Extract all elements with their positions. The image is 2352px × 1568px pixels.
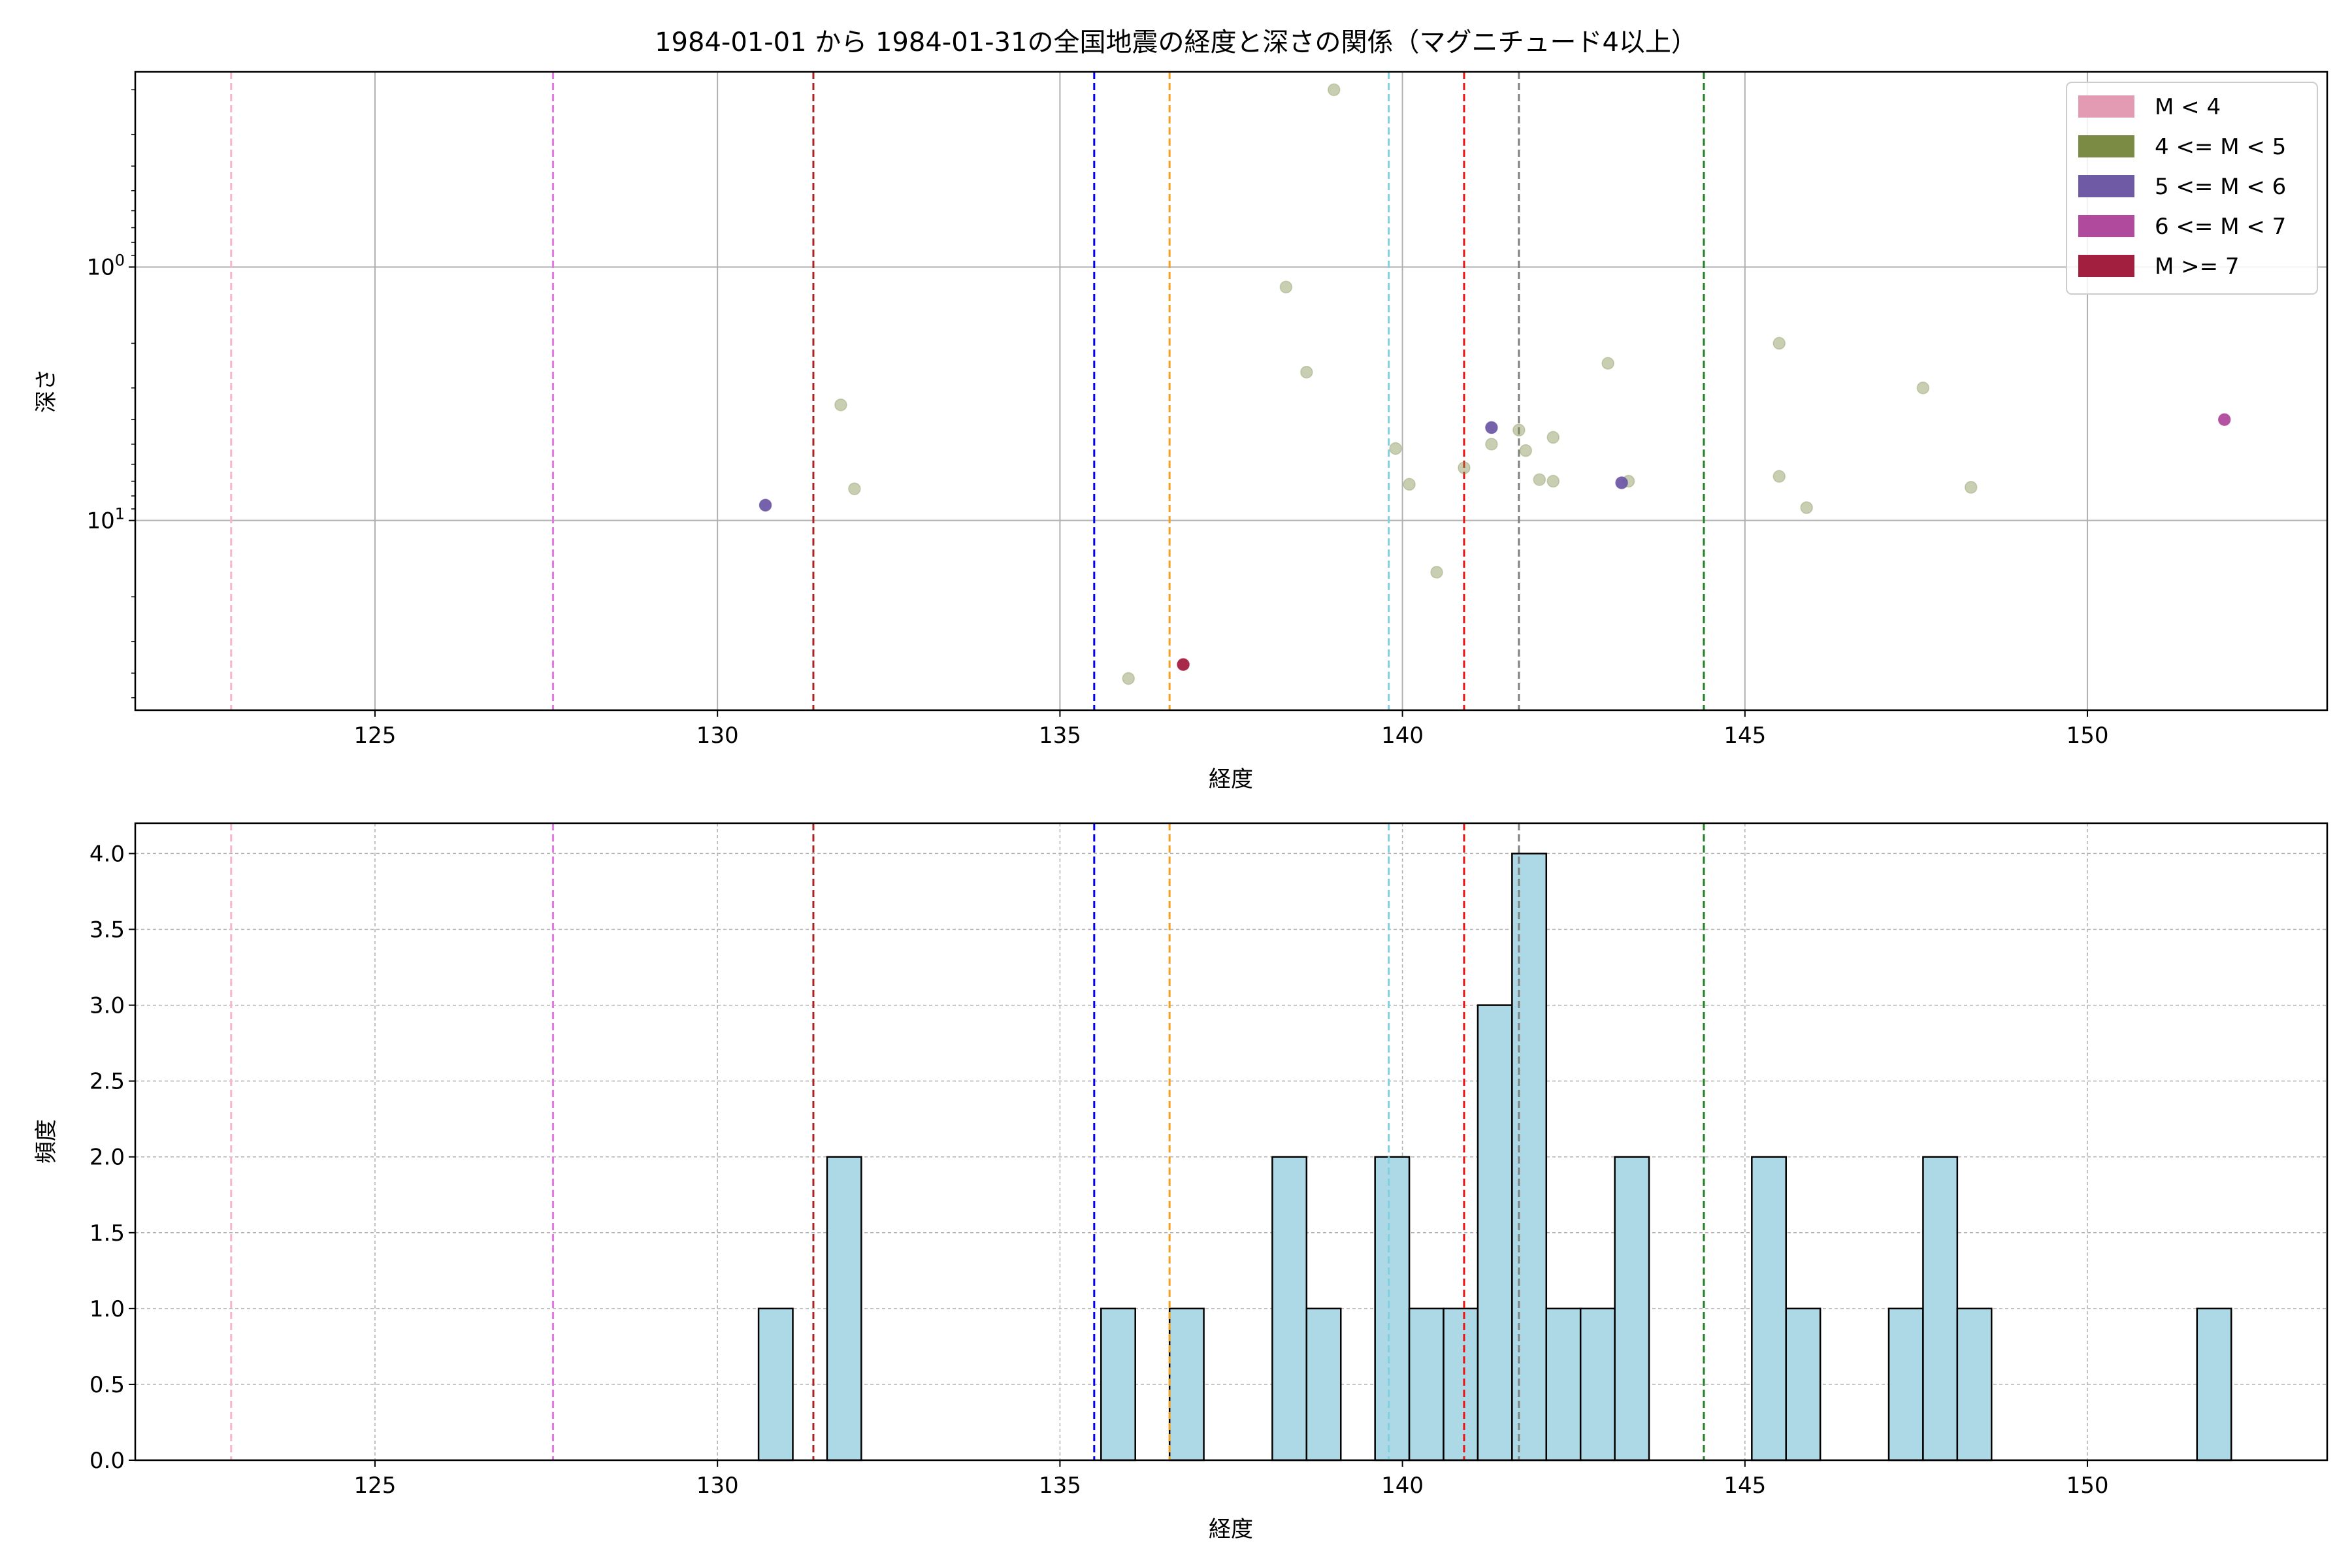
scatter-point <box>1279 280 1293 294</box>
scatter-point <box>1800 501 1813 514</box>
histogram-plot-area <box>135 823 2327 1460</box>
legend: M < 4 4 <= M < 5 5 <= M < 6 6 <= M < 7 M >= … <box>2066 82 2318 295</box>
scatter-point <box>1601 357 1614 370</box>
scatter-point <box>1403 478 1416 491</box>
histogram-bar <box>1579 1307 1616 1462</box>
histogram-bar <box>1443 1307 1479 1462</box>
scatter-point <box>848 482 861 495</box>
scatter-x-tick-label: 145 <box>1723 723 1766 749</box>
scatter-point <box>1546 431 1560 444</box>
scatter-reference-lines <box>230 72 1705 710</box>
scatter-point <box>1519 444 1533 457</box>
scatter-points <box>759 83 2231 685</box>
scatter-y-axis-label: 深さ <box>33 368 59 413</box>
histogram-x-tick-label: 135 <box>1039 1473 1081 1499</box>
histogram-bar <box>1408 1307 1445 1462</box>
scatter-point <box>1615 476 1628 489</box>
legend-swatch <box>2078 95 2134 118</box>
scatter-point <box>834 398 847 412</box>
scatter-frame <box>134 71 2328 711</box>
scatter-point <box>1485 421 1498 434</box>
scatter-point <box>1389 442 1402 455</box>
scatter-axes: 125 130 135 140 145 150 100 101 <box>86 71 2328 749</box>
histogram-bar <box>1545 1307 1582 1462</box>
histogram-bar <box>1887 1307 1924 1462</box>
histogram-x-tick-label: 130 <box>696 1473 739 1499</box>
scatter-plot-area <box>135 72 2327 710</box>
legend-label: 5 <= M < 6 <box>2155 174 2286 200</box>
histogram-bar <box>1785 1307 1821 1462</box>
scatter-point <box>759 498 772 512</box>
scatter-point <box>1965 481 1978 494</box>
histogram-y-tick-label: 1.5 <box>90 1220 125 1247</box>
legend-swatch <box>2078 175 2134 197</box>
histogram-bar <box>1477 1004 1513 1462</box>
legend-swatch <box>2078 135 2134 157</box>
histogram-y-tick-label: 2.0 <box>90 1145 125 1171</box>
legend-swatch <box>2078 255 2134 277</box>
histogram-bar <box>2196 1307 2232 1462</box>
scatter-point <box>1177 658 1190 671</box>
histogram-frame <box>134 822 2328 1462</box>
scatter-point <box>1533 473 1546 486</box>
histogram-reference-lines <box>230 823 1705 1460</box>
histogram-y-tick-label: 0.0 <box>90 1448 125 1474</box>
histogram-bar <box>1614 1156 1650 1462</box>
scatter-point <box>1916 382 1930 395</box>
scatter-point <box>1458 461 1471 474</box>
histogram-bar <box>1511 853 1548 1462</box>
scatter-x-tick-label: 130 <box>696 723 739 749</box>
scatter-point <box>2217 413 2231 426</box>
histogram-x-tick-label: 140 <box>1381 1473 1424 1499</box>
histogram-x-axis-label: 経度 <box>1209 1516 1253 1543</box>
histogram-y-tick-label: 1.0 <box>90 1296 125 1322</box>
histogram-y-tick-label: 2.5 <box>90 1069 125 1095</box>
histogram-y-tick-label: 3.0 <box>90 993 125 1019</box>
scatter-x-tick-label: 150 <box>2066 723 2109 749</box>
scatter-point <box>1546 474 1560 488</box>
scatter-point <box>1122 672 1135 685</box>
histogram-y-tick-label: 4.0 <box>90 841 125 867</box>
scatter-point <box>1772 470 1786 483</box>
chart-title: 1984-01-01 から 1984-01-31の全国地震の経度と深さの関係（マ… <box>655 27 1697 57</box>
scatter-point <box>1772 336 1786 350</box>
legend-swatch <box>2078 215 2134 237</box>
histogram-bar <box>1751 1156 1787 1462</box>
histogram-x-tick-label: 145 <box>1723 1473 1766 1499</box>
scatter-x-tick-label: 125 <box>354 723 397 749</box>
histogram-y-axis-label: 頻度 <box>33 1119 59 1164</box>
legend-label: M >= 7 <box>2155 253 2240 280</box>
legend-label: 6 <= M < 7 <box>2155 214 2286 240</box>
scatter-point <box>1430 566 1443 579</box>
histogram-bar <box>1956 1307 1993 1462</box>
histogram-x-tick-label: 125 <box>354 1473 397 1499</box>
histogram-y-tick-label: 0.5 <box>90 1372 125 1398</box>
histogram-panel: 125 130 135 140 145 150 0.0 0.5 1.0 1.5 2.0 2.5 3.0 3… <box>33 822 2328 1543</box>
scatter-panel: 125 130 135 140 145 150 100 101 経度 深さ M < 4 4 <=… <box>33 71 2328 792</box>
histogram-bar <box>1922 1156 1959 1462</box>
legend-label: M < 4 <box>2155 94 2221 120</box>
scatter-point <box>1328 83 1341 97</box>
scatter-point <box>1512 423 1526 437</box>
histogram-bar <box>757 1307 794 1462</box>
histogram-bar <box>1305 1307 1342 1462</box>
histogram-bar <box>826 1156 862 1462</box>
histogram-y-tick-label: 3.5 <box>90 917 125 943</box>
scatter-y-tick-label: 101 <box>86 505 125 534</box>
scatter-y-tick-label: 100 <box>86 252 125 281</box>
histogram-bar <box>1168 1307 1205 1462</box>
histogram-x-tick-label: 150 <box>2066 1473 2109 1499</box>
histogram-bar <box>1271 1156 1308 1462</box>
legend-label: 4 <= M < 5 <box>2155 134 2286 160</box>
scatter-x-tick-label: 140 <box>1381 723 1424 749</box>
scatter-point <box>1485 438 1498 451</box>
scatter-point <box>1300 365 1313 379</box>
scatter-x-tick-label: 135 <box>1039 723 1081 749</box>
histogram-bar <box>1374 1156 1411 1462</box>
histogram-bar <box>1100 1307 1136 1462</box>
histogram-axes: 125 130 135 140 145 150 0.0 0.5 1.0 1.5 2.0 2.5 3.0 3… <box>90 822 2328 1499</box>
scatter-x-axis-label: 経度 <box>1209 766 1253 792</box>
